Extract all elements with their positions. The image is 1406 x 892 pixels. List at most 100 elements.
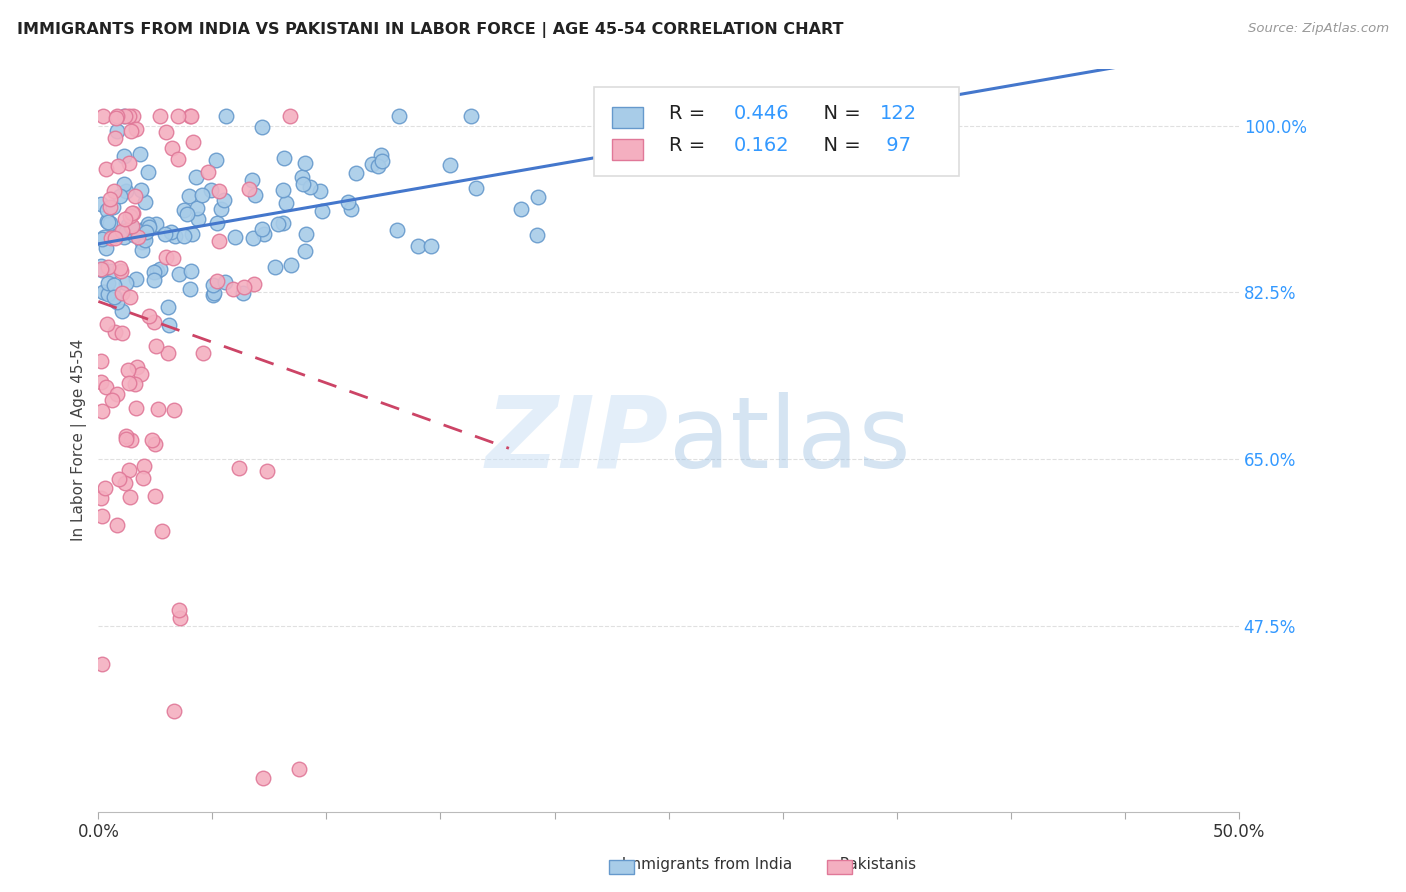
- Point: [115, 429, 138, 443]
- Point: [111, 224, 134, 238]
- Point: [105, 518, 128, 533]
- Point: [465, 180, 488, 194]
- Point: [294, 227, 316, 241]
- Point: [209, 202, 232, 216]
- Text: R =: R =: [669, 103, 711, 122]
- Point: [460, 109, 482, 123]
- Point: [176, 207, 198, 221]
- Point: [388, 109, 411, 123]
- Point: [141, 433, 163, 447]
- Text: Pakistanis: Pakistanis: [830, 857, 915, 872]
- Point: [110, 326, 132, 341]
- Point: [108, 225, 131, 239]
- Point: [167, 603, 190, 617]
- Point: [107, 159, 129, 173]
- Text: atlas: atlas: [669, 392, 910, 489]
- Point: [94, 241, 117, 255]
- Point: [114, 211, 136, 226]
- Point: [385, 223, 408, 237]
- Point: [90, 354, 112, 368]
- Point: [200, 183, 222, 197]
- Point: [103, 290, 125, 304]
- Point: [201, 288, 224, 302]
- Point: [371, 154, 394, 169]
- Point: [91, 508, 114, 523]
- Point: [110, 263, 132, 277]
- Point: [180, 263, 202, 277]
- Point: [156, 346, 179, 360]
- Point: [167, 152, 190, 166]
- Point: [111, 304, 134, 318]
- Point: [242, 231, 264, 245]
- Point: [181, 135, 204, 149]
- Point: [124, 376, 146, 391]
- Point: [180, 227, 202, 242]
- Point: [98, 192, 121, 206]
- Point: [104, 231, 127, 245]
- Point: [104, 289, 127, 303]
- Point: [155, 125, 177, 139]
- Point: [142, 315, 165, 329]
- Point: [105, 387, 128, 401]
- Point: [114, 475, 136, 490]
- Point: [184, 169, 207, 184]
- Point: [232, 280, 254, 294]
- Point: [118, 376, 141, 390]
- Point: [117, 109, 139, 123]
- Point: [273, 151, 295, 165]
- Point: [118, 156, 141, 170]
- Point: [103, 326, 125, 340]
- Point: [264, 260, 287, 275]
- Point: [145, 339, 167, 353]
- Point: [252, 771, 274, 785]
- Point: [146, 264, 169, 278]
- Point: [111, 285, 134, 300]
- Point: [291, 177, 314, 191]
- Point: [197, 165, 219, 179]
- Point: [124, 228, 146, 243]
- Point: [149, 262, 172, 277]
- Point: [90, 404, 112, 418]
- Point: [163, 229, 186, 244]
- Text: 122: 122: [880, 103, 917, 122]
- Point: [127, 230, 149, 244]
- Point: [105, 124, 128, 138]
- Point: [173, 203, 195, 218]
- Point: [294, 155, 316, 169]
- Point: [191, 346, 214, 360]
- Point: [117, 363, 139, 377]
- Point: [527, 190, 550, 204]
- Point: [90, 375, 112, 389]
- Point: [121, 219, 143, 234]
- Point: [190, 188, 212, 202]
- Point: [120, 124, 142, 138]
- Point: [215, 109, 238, 123]
- Point: [124, 189, 146, 203]
- Point: [90, 197, 112, 211]
- Point: [311, 204, 333, 219]
- Point: [173, 228, 195, 243]
- Point: [101, 200, 124, 214]
- Point: [122, 206, 145, 220]
- Point: [157, 300, 180, 314]
- Point: [214, 276, 236, 290]
- Point: [221, 282, 243, 296]
- Point: [153, 227, 176, 241]
- Point: [271, 183, 294, 197]
- Point: [155, 250, 177, 264]
- Point: [100, 231, 122, 245]
- Point: [631, 109, 654, 123]
- Point: [187, 211, 209, 226]
- Point: [145, 437, 167, 451]
- Point: [122, 109, 145, 123]
- Point: [120, 219, 142, 234]
- Point: [131, 235, 153, 250]
- Point: [114, 223, 136, 237]
- Point: [129, 367, 152, 381]
- FancyBboxPatch shape: [612, 107, 644, 128]
- Point: [97, 215, 120, 229]
- Point: [299, 180, 322, 194]
- Point: [150, 524, 173, 538]
- Point: [204, 153, 226, 168]
- Point: [132, 229, 155, 244]
